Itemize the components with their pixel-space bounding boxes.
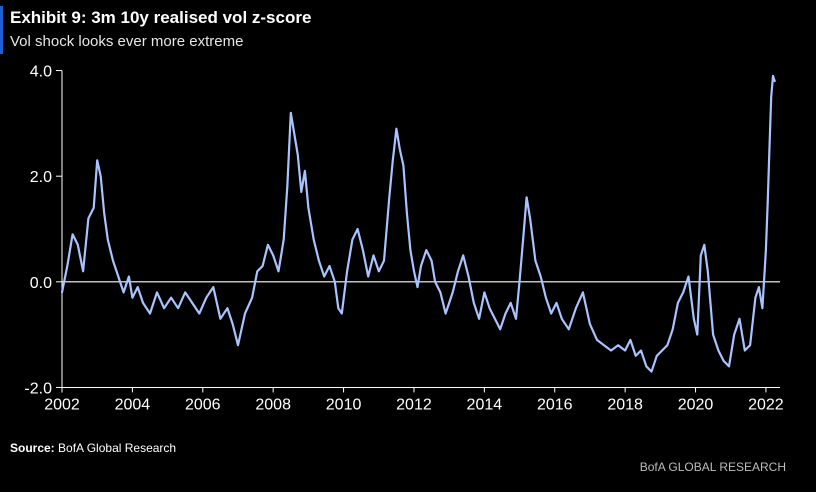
x-tick-label: 2022 — [748, 396, 784, 413]
y-tick-label: 2.0 — [30, 169, 52, 186]
source-text: BofA Global Research — [58, 441, 177, 455]
x-tick-label: 2018 — [607, 396, 643, 413]
x-tick-label: 2012 — [396, 396, 432, 413]
axes-layer — [56, 70, 780, 393]
chart-svg: -2.0 0.0 2.0 4.0 2002 2004 2006 2008 2010 2012 201… — [24, 64, 783, 414]
y-tick-label: 4.0 — [30, 64, 52, 81]
chart-subtitle: Vol shock looks ever more extreme — [10, 33, 244, 50]
series-line-1 — [766, 74, 776, 204]
x-tick-label: 2002 — [44, 396, 80, 413]
source-label: Source: — [10, 441, 55, 455]
x-tick-label: 2006 — [185, 396, 221, 413]
x-tick-label: 2014 — [467, 396, 503, 413]
y-tick-label: 0.0 — [30, 275, 52, 292]
x-tick-label: 2016 — [537, 396, 573, 413]
x-tick-label: 2020 — [678, 396, 714, 413]
y-tick-label: -2.0 — [24, 380, 52, 397]
source-note: Source: BofA Global Research — [10, 441, 176, 455]
x-tick-label: 2008 — [255, 396, 291, 413]
brand-footer: BofA GLOBAL RESEARCH — [639, 460, 786, 474]
x-tick-label: 2010 — [326, 396, 362, 413]
chart-title: Exhibit 9: 3m 10y realised vol z-score — [10, 8, 312, 27]
x-tick-label: 2004 — [115, 396, 151, 413]
series-layer — [60, 74, 776, 373]
title-accent-bar — [0, 6, 3, 54]
series-line-0 — [60, 111, 769, 373]
tick-labels-layer: -2.0 0.0 2.0 4.0 2002 2004 2006 2008 2010 2012 201… — [24, 64, 783, 414]
